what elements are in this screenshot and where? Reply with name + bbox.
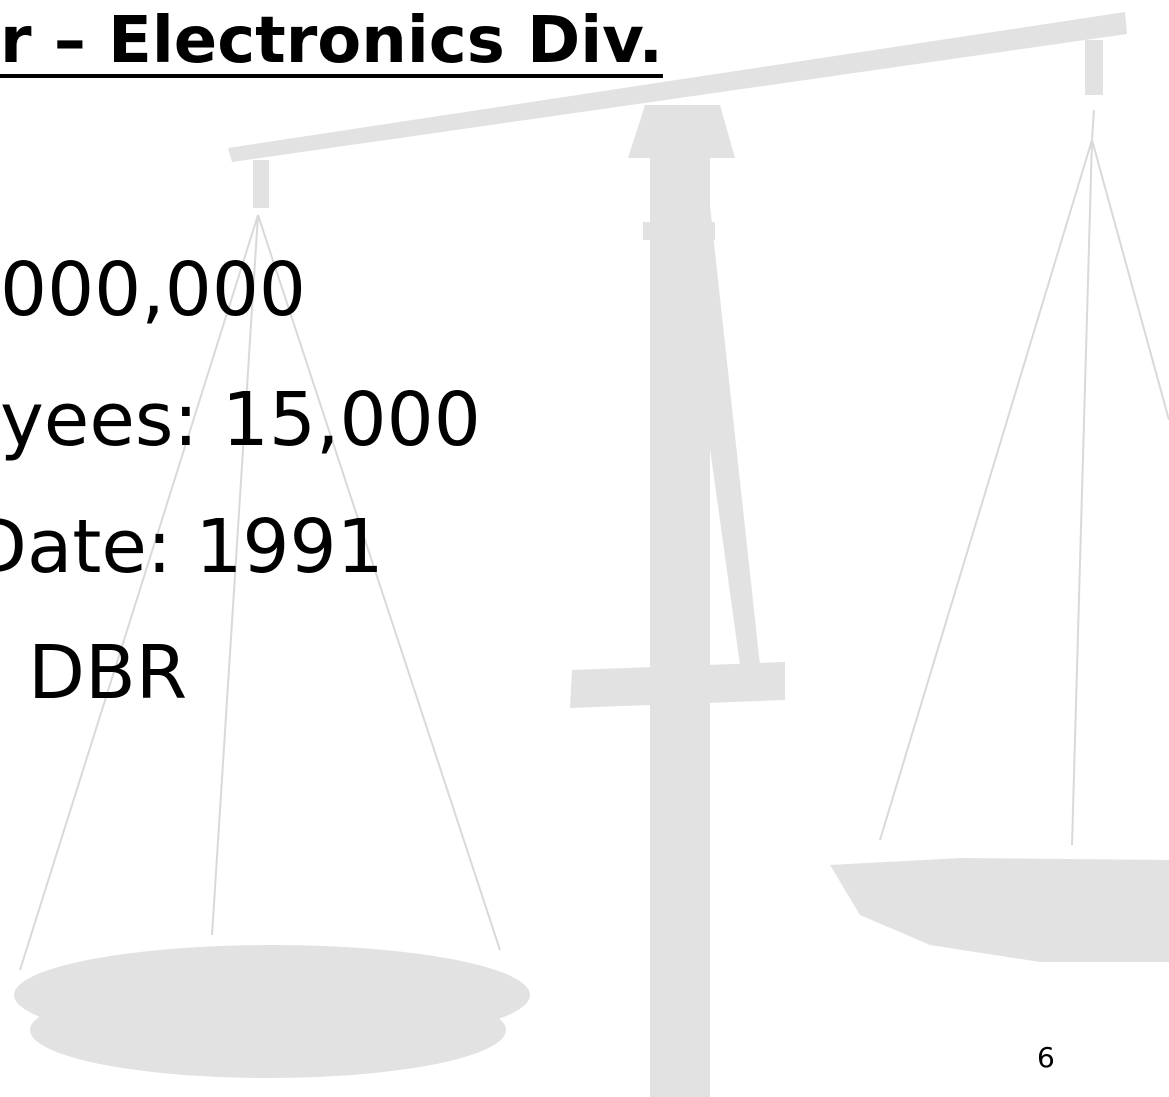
- bullet-text: DBR: [28, 630, 187, 716]
- bullet-text: yees: 15,000: [0, 377, 481, 463]
- page-number: 6: [1037, 1041, 1055, 1074]
- slide-title: r – Electronics Div.: [0, 4, 663, 78]
- page: r – Electronics Div. 000,000 yees: 15,00…: [0, 0, 1169, 1097]
- slide: r – Electronics Div. 000,000 yees: 15,00…: [0, 0, 1169, 1097]
- bullet-text: 000,000: [0, 247, 306, 333]
- bullet-text: Date: 1991: [0, 504, 384, 590]
